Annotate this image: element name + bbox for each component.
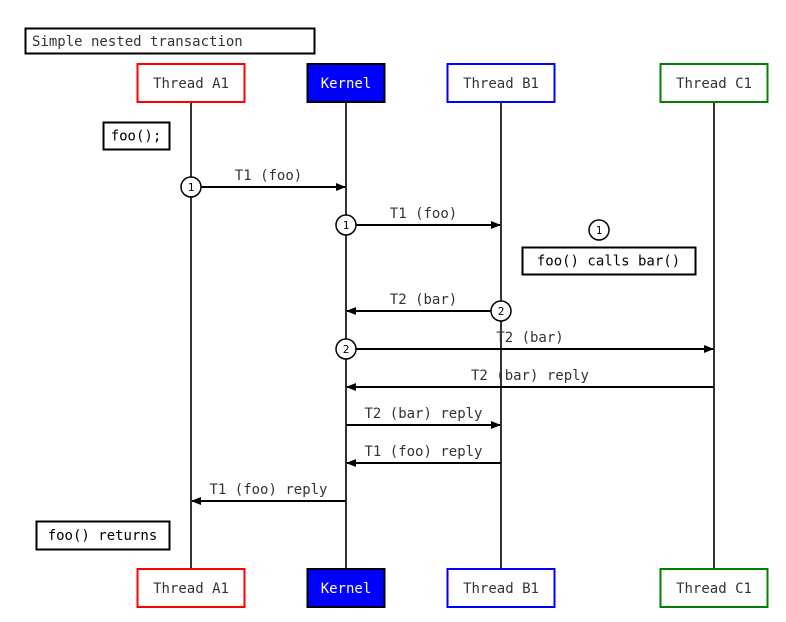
participant-k-top: Kernel	[306, 63, 386, 103]
message-label: T1 (foo)	[390, 206, 457, 222]
participant-label: Kernel	[321, 581, 372, 597]
step-marker: 2	[335, 338, 357, 360]
participant-label: Kernel	[321, 76, 372, 92]
step-marker: 1	[180, 176, 202, 198]
diagram-title: Simple nested transaction	[32, 34, 243, 50]
message-arrow: T1 (foo) reply	[191, 482, 346, 505]
note-label: foo() calls bar()	[537, 254, 680, 270]
message-arrow: T2 (bar) 2	[346, 292, 512, 322]
participant-label: Thread B1	[463, 581, 539, 597]
step-marker: 1	[335, 214, 357, 236]
note-label: foo();	[111, 129, 162, 145]
note-box: foo() returns	[35, 520, 171, 551]
note-box: foo();	[102, 121, 171, 151]
message-label: T1 (foo)	[235, 168, 302, 184]
message-arrow: T1 (foo) 1	[335, 206, 501, 236]
step-marker-label: 2	[343, 343, 350, 356]
title-box: Simple nested transaction	[24, 27, 316, 55]
message-label: T1 (foo) reply	[364, 444, 482, 460]
message-label: T2 (bar)	[496, 330, 563, 346]
step-marker: 1	[588, 219, 610, 241]
message-arrow: T1 (foo) reply	[346, 444, 501, 467]
participant-label: Thread C1	[676, 581, 752, 597]
participant-c1-top: Thread C1	[659, 63, 769, 103]
participant-label: Thread A1	[153, 76, 229, 92]
step-marker-label: 1	[188, 181, 195, 194]
message-arrow: T1 (foo) 1	[180, 168, 346, 198]
participant-label: Thread B1	[463, 76, 539, 92]
message-label: T2 (bar)	[390, 292, 457, 308]
participant-b1-top: Thread B1	[446, 63, 556, 103]
participant-a1-top: Thread A1	[136, 63, 246, 103]
message-label: T1 (foo) reply	[209, 482, 327, 498]
message-arrow: T2 (bar) 2	[335, 330, 714, 360]
participant-b1-bottom: Thread B1	[446, 568, 556, 608]
participant-label: Thread A1	[153, 581, 229, 597]
step-marker: 2	[490, 300, 512, 322]
step-marker-label: 2	[498, 305, 505, 318]
participant-c1-bottom: Thread C1	[659, 568, 769, 608]
participant-a1-bottom: Thread A1	[136, 568, 246, 608]
note-box: foo() calls bar() 1	[521, 219, 697, 276]
participant-k-bottom: Kernel	[306, 568, 386, 608]
message-label: T2 (bar) reply	[364, 406, 482, 422]
participant-label: Thread C1	[676, 76, 752, 92]
step-marker-label: 1	[343, 219, 350, 232]
note-label: foo() returns	[48, 528, 158, 544]
message-arrow: T2 (bar) reply	[346, 406, 501, 429]
message-arrow: T2 (bar) reply	[346, 368, 714, 391]
step-marker-label: 1	[596, 224, 603, 237]
message-label: T2 (bar) reply	[471, 368, 589, 384]
